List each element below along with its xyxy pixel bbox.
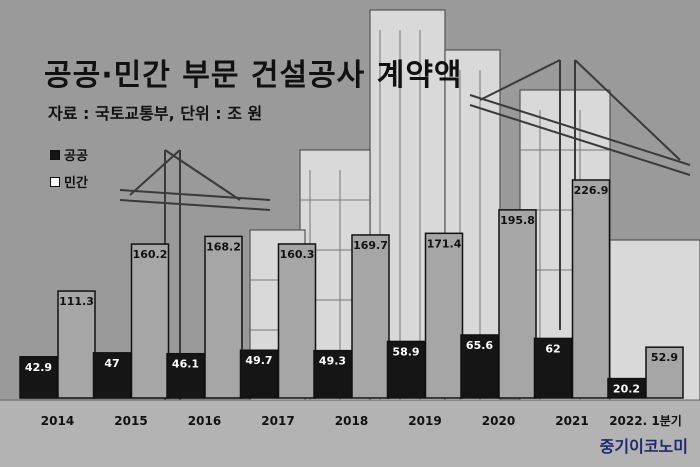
x-tick-label-7: 2021	[555, 414, 588, 428]
bar-public-3	[239, 349, 279, 399]
bar-label-private-8: 52.9	[651, 351, 678, 364]
x-tick-label-1: 2015	[114, 414, 147, 428]
bar-label-private-1: 160.2	[133, 248, 168, 261]
legend-label-private: 민간	[64, 176, 88, 191]
bar-public-7	[533, 337, 573, 399]
bar-label-private-0: 111.3	[59, 295, 94, 308]
x-tick-label-8: 2022. 1분기	[609, 413, 682, 428]
x-tick-label-0: 2014	[41, 414, 74, 428]
bar-label-public-4: 49.3	[319, 355, 346, 368]
bar-public-0	[19, 356, 58, 399]
bar-private-1	[130, 243, 170, 399]
bar-private-4	[351, 234, 390, 399]
x-tick-label-4: 2018	[335, 414, 368, 428]
legend-item-public: 공공	[50, 145, 88, 164]
bar-label-public-1: 47	[104, 357, 119, 370]
bar-label-public-3: 49.7	[245, 354, 272, 367]
bar-private-7	[571, 179, 611, 399]
bar-private-2	[204, 235, 243, 399]
bar-label-private-6: 195.8	[500, 214, 535, 227]
bar-label-public-8: 20.2	[613, 383, 640, 396]
bar-label-public-7: 62	[545, 342, 560, 355]
legend-swatch-public	[50, 149, 60, 160]
bar-label-private-2: 168.2	[206, 240, 241, 253]
bar-private-6	[498, 209, 537, 399]
bar-label-private-5: 171.4	[427, 237, 462, 250]
bar-public-2	[166, 352, 205, 399]
chart-source-unit: 자료 : 국토교통부, 단위 : 조 원	[48, 104, 263, 123]
legend-label-public: 공공	[64, 149, 88, 164]
legend-item-private: 민간	[50, 172, 88, 191]
bar-label-private-3: 160.3	[280, 248, 315, 261]
x-tick-label-6: 2020	[482, 414, 515, 428]
chart-title: 공공·민간 부문 건설공사 계약액	[44, 58, 463, 93]
x-tick-label-3: 2017	[261, 414, 294, 428]
bar-label-public-2: 46.1	[172, 358, 199, 371]
bar-label-public-0: 42.9	[25, 361, 52, 374]
bar-label-public-5: 58.9	[392, 345, 419, 358]
bar-private-0	[57, 290, 96, 399]
bar-private-3	[277, 243, 317, 399]
bar-public-6	[460, 334, 499, 399]
x-tick-label-5: 2019	[408, 414, 441, 428]
bar-label-public-6: 65.6	[466, 339, 493, 352]
bar-private-5	[424, 232, 464, 399]
bar-label-private-7: 226.9	[574, 184, 609, 197]
bar-public-5	[386, 340, 426, 399]
x-tick-label-2: 2016	[188, 414, 221, 428]
bar-public-1	[92, 352, 132, 399]
bar-public-4	[313, 349, 352, 399]
bar-private-8	[645, 346, 684, 399]
bar-public-8	[607, 377, 646, 399]
legend-swatch-private	[50, 176, 60, 187]
bar-label-private-4: 169.7	[353, 239, 388, 252]
publisher-logo: 중기이코노미	[599, 437, 688, 456]
